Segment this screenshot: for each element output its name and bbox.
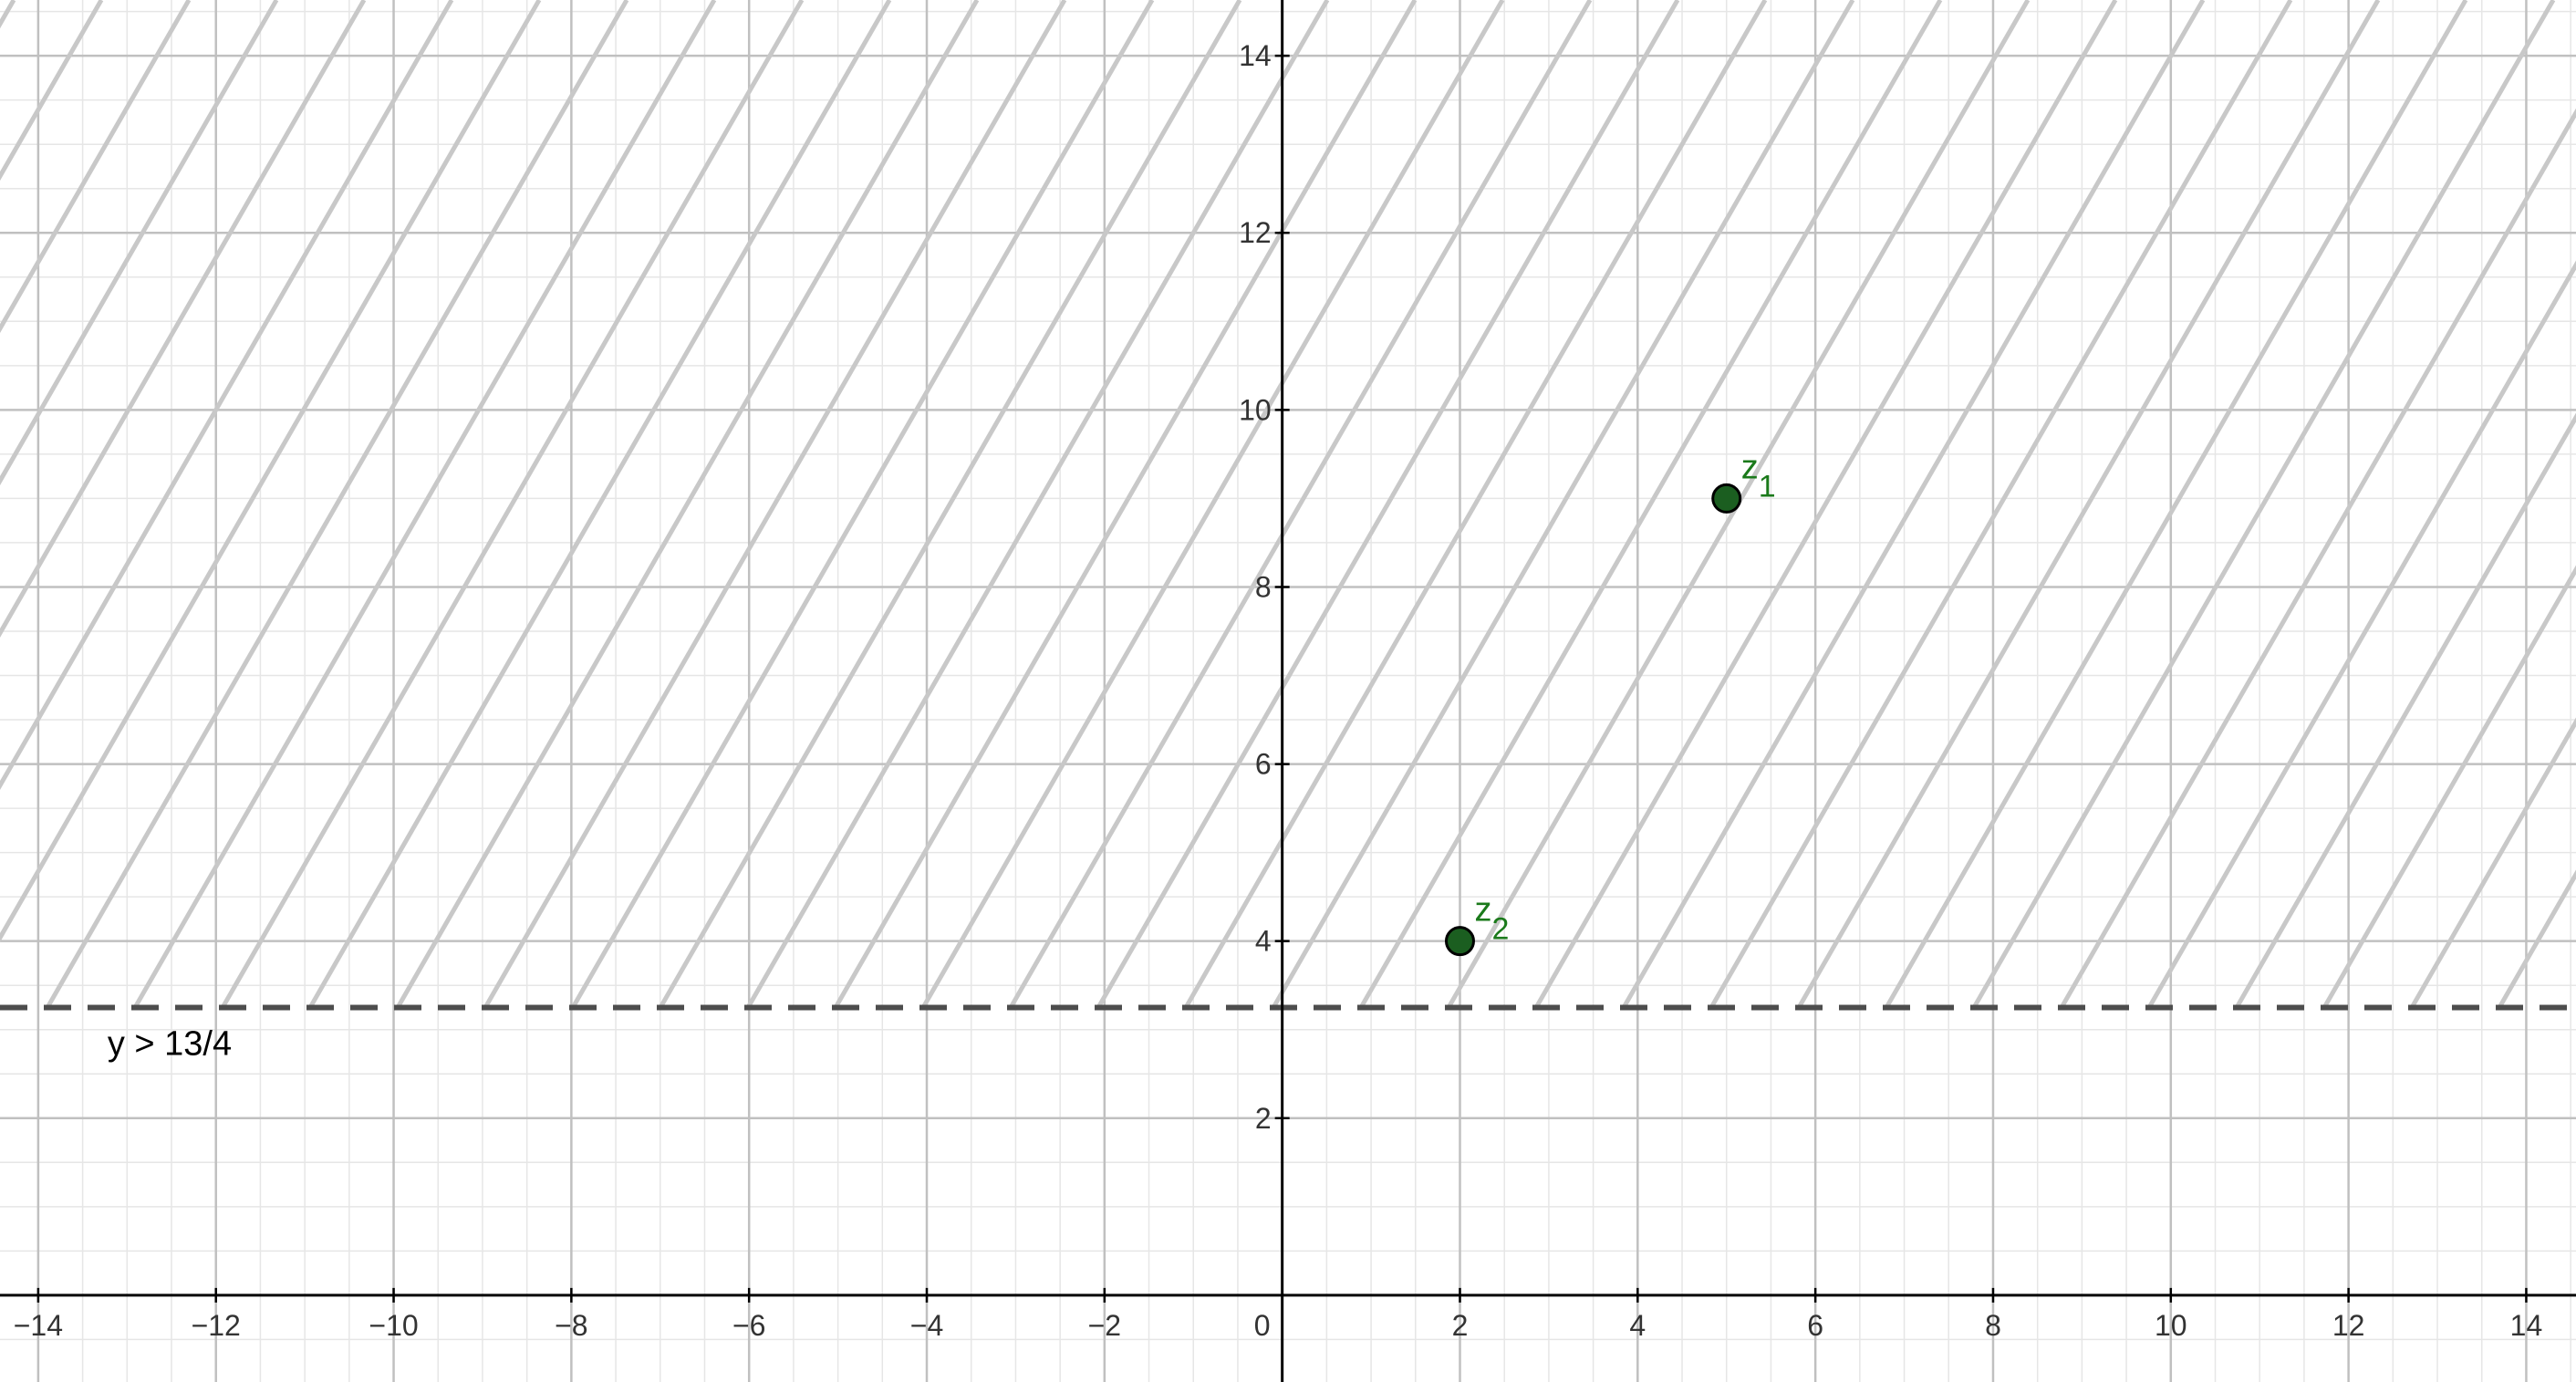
x-tick-label: −14: [14, 1309, 63, 1342]
x-tick-label: −12: [192, 1309, 241, 1342]
y-tick-label: 2: [1255, 1102, 1272, 1135]
y-tick-label: 4: [1255, 925, 1272, 958]
hatch-line: [1971, 0, 2556, 1008]
hatch-line: [483, 0, 1067, 1008]
hatch-line: [658, 0, 1242, 1008]
y-tick-label: 10: [1239, 393, 1272, 426]
y-tick-label: 6: [1255, 748, 1272, 781]
hatch-line: [0, 0, 542, 942]
hatch-line: [833, 0, 1418, 1008]
hatch-line: [132, 0, 717, 1008]
hatch-line: [1709, 0, 2293, 1008]
hatch-line: [0, 0, 279, 486]
y-tick-label: 14: [1239, 39, 1272, 72]
hatch-line: [307, 0, 892, 1008]
point-marker: [1444, 926, 1475, 957]
hatch-line: [2322, 565, 2576, 1008]
hatch-line: [1884, 0, 2468, 1008]
hatch-line: [2497, 869, 2576, 1008]
x-tick-label: 12: [2332, 1309, 2365, 1342]
hatch-line: [0, 0, 16, 29]
hatch-line: [395, 0, 980, 1008]
hatch-line: [1271, 0, 1855, 1008]
hatch-line: [2409, 717, 2576, 1008]
hatch-line: [1096, 0, 1680, 1008]
y-tick-label: 12: [1239, 216, 1272, 249]
x-tick-label: 14: [2510, 1309, 2543, 1342]
point-label: z1: [1741, 448, 1776, 504]
x-tick-label: 4: [1629, 1309, 1646, 1342]
hatch-line: [1358, 0, 1943, 1008]
hatch-line: [1796, 0, 2381, 1008]
y-tick-label: 8: [1255, 570, 1272, 603]
hatch-line: [2146, 260, 2576, 1008]
hatch-line: [0, 0, 104, 182]
point-label: z2: [1474, 891, 1509, 947]
x-tick-label: −2: [1088, 1309, 1121, 1342]
hatch-line: [570, 0, 1155, 1008]
hatch-line: [2059, 108, 2576, 1008]
origin-label: 0: [1254, 1309, 1271, 1342]
point-marker: [1711, 483, 1742, 514]
hatch-line: [745, 0, 1330, 1008]
hatch-line: [220, 0, 805, 1008]
x-tick-labels: −14 −12 −10 −8 −6 −4 −2 2 4 6 8 10 12 14: [14, 1287, 2543, 1342]
points: z1 z2: [1444, 448, 1776, 957]
point-z1: z1: [1711, 448, 1776, 514]
hatch-line: [1183, 0, 1768, 1008]
hatch-line: [1008, 0, 1593, 1008]
y-tick-labels: 2 4 6 8 10 12 14: [1239, 39, 1290, 1135]
region-hatch: [0, 0, 2576, 1008]
hatch-line: [0, 0, 367, 639]
x-tick-label: 6: [1807, 1309, 1823, 1342]
x-tick-label: 10: [2155, 1309, 2187, 1342]
hatch-line: [1533, 0, 2118, 1008]
x-tick-label: −10: [369, 1309, 418, 1342]
x-tick-label: −4: [910, 1309, 943, 1342]
x-tick-label: 2: [1452, 1309, 1469, 1342]
hatch-line: [2234, 412, 2576, 1008]
hatch-line: [45, 0, 629, 1008]
hatch-line: [920, 0, 1505, 1008]
point-z2: z2: [1444, 891, 1509, 957]
hatch-line: [0, 0, 192, 334]
x-tick-label: −8: [555, 1309, 587, 1342]
x-tick-label: 8: [1985, 1309, 2001, 1342]
hatch-line: [0, 0, 454, 791]
x-tick-label: −6: [732, 1309, 765, 1342]
region-label: y > 13/4: [108, 1024, 232, 1063]
hatch-line: [1621, 0, 2206, 1008]
